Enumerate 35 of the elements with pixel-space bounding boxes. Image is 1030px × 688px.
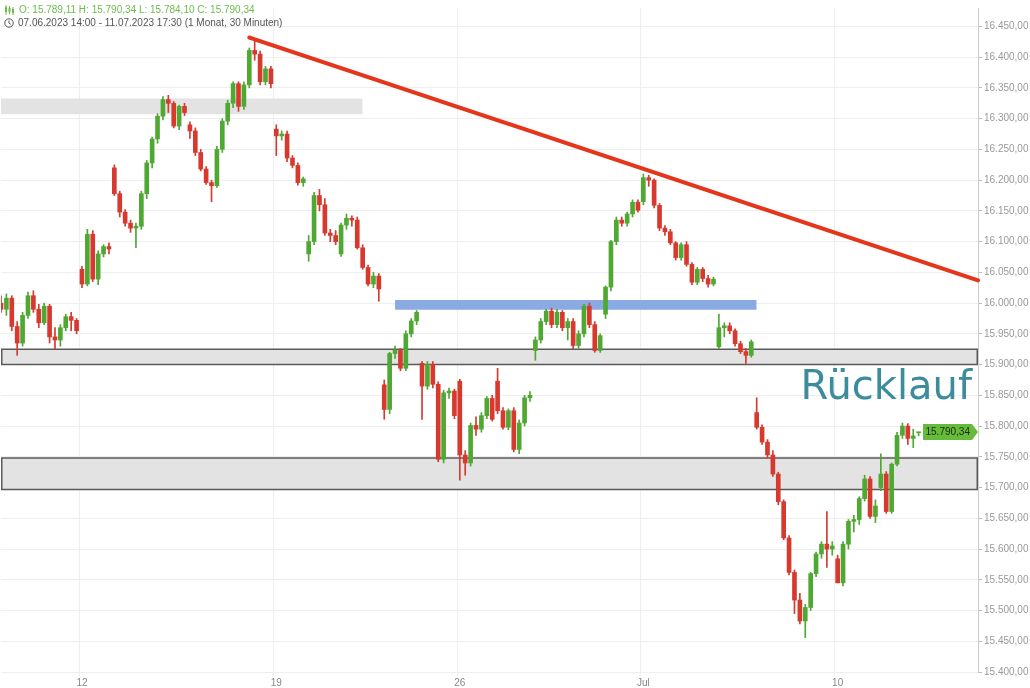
y-tick-label: 15.800,00 (984, 419, 1029, 431)
x-tick-label: 10 (832, 676, 844, 688)
y-tick-label: 16.150,00 (984, 204, 1029, 216)
y-tick-label: 16.350,00 (984, 81, 1029, 93)
x-tick-label: 19 (270, 676, 283, 688)
y-tick-label: 16.000,00 (984, 296, 1029, 308)
y-tick-label: 15.450,00 (984, 635, 1029, 647)
y-tick-label: 16.250,00 (984, 143, 1029, 155)
y-tick-label: 15.550,00 (984, 573, 1029, 585)
y-tick-label: 16.100,00 (984, 235, 1029, 247)
y-tick-label: 16.400,00 (984, 50, 1029, 62)
x-tick-label: 26 (454, 676, 466, 688)
y-tick-label: 15.900,00 (984, 358, 1029, 370)
annotation: 15.790,34 (922, 424, 978, 440)
chart-title: O: 15.789,11 H: 15.790,34 L: 15.784,10 C: 15.790,34 (19, 3, 255, 16)
x-tick-label: 12 (76, 676, 88, 688)
text: 07.06.2023 14:00 - 11.07.2023 17:30 (1 Monat, 30 Minuten) (18, 16, 283, 29)
candlestick (910, 428, 916, 448)
candlestick (252, 40, 258, 61)
y-tick-label: 16.300,00 (984, 112, 1029, 124)
y-tick-label: 15.750,00 (984, 450, 1029, 462)
x-tick-label: Jul (636, 676, 650, 688)
y-tick-label: 15.950,00 (984, 327, 1029, 339)
y-tick-label: 15.600,00 (984, 542, 1029, 554)
y-tick-label: 15.850,00 (984, 389, 1029, 401)
y-tick-label: 16.200,00 (984, 173, 1029, 185)
y-tick-label: 15.500,00 (984, 604, 1029, 616)
y-tick-label: 15.700,00 (984, 481, 1029, 493)
candlestick (646, 174, 652, 187)
y-tick-label: 15.400,00 (984, 665, 1029, 677)
y-tick-label: 16.450,00 (984, 20, 1029, 32)
annotation: Rücklauf (800, 362, 972, 408)
candlestick (273, 124, 279, 156)
y-tick-label: 16.050,00 (984, 266, 1029, 278)
y-tick-label: 15.650,00 (984, 512, 1029, 524)
